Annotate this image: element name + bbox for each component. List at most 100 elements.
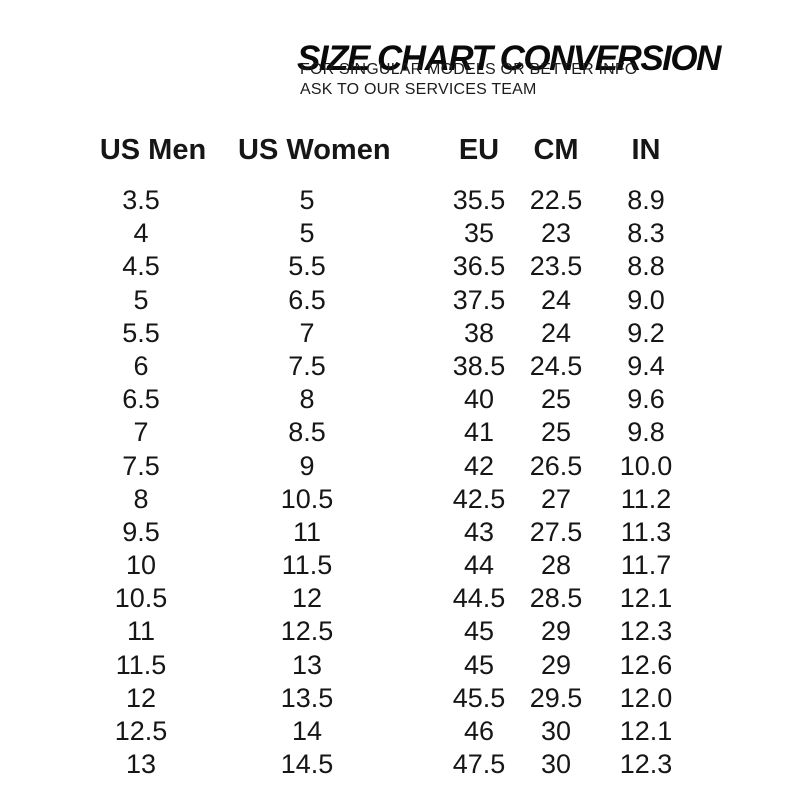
table-cell: 5 xyxy=(299,218,315,249)
table-cell: 46 xyxy=(463,716,495,746)
table-row: 8 10.5 42.5 27 11.2 xyxy=(0,483,800,516)
table-cell: 27 xyxy=(540,483,572,514)
table-cell: 5 xyxy=(299,185,315,215)
table-cell: 36.5 xyxy=(452,251,506,282)
table-row: 13 14.5 47.5 30 12.3 xyxy=(0,748,800,781)
table-cell: 47.5 xyxy=(452,749,506,780)
table-cell: 24 xyxy=(540,284,572,315)
table-cell: 45.5 xyxy=(452,682,506,713)
table-cell: 38.5 xyxy=(452,350,506,381)
size-table-body: 3.5 5 35.5 22.5 8.9 4 5 35 23 8.3 4.5 5.5 36.5 23.5 8.… xyxy=(0,184,800,781)
page-subtitle: FOR SINGULAR MODELS OR BETTER INFO ASK T… xyxy=(300,60,638,100)
table-cell: 30 xyxy=(540,749,572,780)
table-header-row: US Men US Women EU CM IN xyxy=(0,133,800,167)
table-cell: 6.5 xyxy=(288,284,326,315)
table-cell: 4.5 xyxy=(122,251,160,282)
table-cell: 27.5 xyxy=(529,516,583,547)
table-cell: 8.8 xyxy=(627,251,665,282)
table-cell: 22.5 xyxy=(529,185,583,215)
table-cell: 9.4 xyxy=(627,350,665,381)
table-cell: 26.5 xyxy=(529,450,583,481)
table-cell: 11.5 xyxy=(281,550,333,581)
table-row: 10 11.5 44 28 11.7 xyxy=(0,549,800,582)
table-cell: 8.5 xyxy=(288,417,326,448)
column-header-cm: CM xyxy=(533,134,579,166)
table-cell: 5.5 xyxy=(122,317,160,348)
table-cell: 28 xyxy=(540,550,572,581)
table-cell: 13.5 xyxy=(280,682,334,713)
table-cell: 23 xyxy=(540,218,572,249)
table-cell: 7 xyxy=(299,317,315,348)
table-cell: 37.5 xyxy=(452,284,506,315)
table-cell: 5.5 xyxy=(288,251,326,282)
table-row: 7.5 9 42 26.5 10.0 xyxy=(0,450,800,483)
table-cell: 12.5 xyxy=(280,616,334,647)
table-cell: 7.5 xyxy=(122,450,160,481)
table-row: 12 13.5 45.5 29.5 12.0 xyxy=(0,682,800,715)
column-header-eu: EU xyxy=(458,134,500,166)
table-cell: 44.5 xyxy=(452,583,506,614)
table-cell: 29.5 xyxy=(529,682,583,713)
table-cell: 6 xyxy=(133,350,149,381)
table-row: 4 5 35 23 8.3 xyxy=(0,217,800,250)
table-cell: 9.0 xyxy=(627,284,665,315)
table-row: 3.5 5 35.5 22.5 8.9 xyxy=(0,184,800,217)
table-cell: 11 xyxy=(126,616,156,647)
table-cell: 24.5 xyxy=(529,350,583,381)
table-row: 12.5 14 46 30 12.1 xyxy=(0,715,800,748)
table-row: 6 7.5 38.5 24.5 9.4 xyxy=(0,350,800,383)
table-cell: 14.5 xyxy=(280,749,334,780)
table-cell: 45 xyxy=(463,649,495,680)
table-cell: 12.3 xyxy=(619,749,673,780)
table-cell: 13 xyxy=(291,649,323,680)
table-cell: 7.5 xyxy=(288,350,326,381)
table-row: 10.5 12 44.5 28.5 12.1 xyxy=(0,582,800,615)
table-cell: 8.3 xyxy=(627,218,665,249)
table-cell: 12.1 xyxy=(619,583,673,614)
table-cell: 9.8 xyxy=(627,417,665,448)
table-cell: 24 xyxy=(540,317,572,348)
table-cell: 9.6 xyxy=(627,384,665,415)
table-cell: 5 xyxy=(133,284,149,315)
table-cell: 12.3 xyxy=(619,616,673,647)
subtitle-line-2: ASK TO OUR SERVICES TEAM xyxy=(300,81,537,98)
table-cell: 38 xyxy=(463,317,495,348)
table-row: 11 12.5 45 29 12.3 xyxy=(0,615,800,648)
table-cell: 11 xyxy=(292,516,322,547)
table-cell: 4 xyxy=(133,218,149,249)
table-cell: 7 xyxy=(133,417,149,448)
table-row: 6.5 8 40 25 9.6 xyxy=(0,383,800,416)
table-cell: 10.0 xyxy=(619,450,673,481)
table-row: 7 8.5 41 25 9.8 xyxy=(0,416,800,449)
table-cell: 6.5 xyxy=(122,384,160,415)
table-cell: 9 xyxy=(299,450,315,481)
table-cell: 43 xyxy=(463,516,495,547)
table-row: 9.5 11 43 27.5 11.3 xyxy=(0,516,800,549)
table-cell: 30 xyxy=(540,716,572,746)
column-header-in: IN xyxy=(631,134,661,166)
table-cell: 11.2 xyxy=(620,483,672,514)
table-cell: 13 xyxy=(125,749,157,780)
table-cell: 11.3 xyxy=(620,516,672,547)
table-cell: 8 xyxy=(133,483,149,514)
table-cell: 12.5 xyxy=(114,716,168,746)
table-cell: 12.6 xyxy=(619,649,673,680)
table-cell: 29 xyxy=(540,649,572,680)
table-cell: 12.0 xyxy=(619,682,673,713)
table-cell: 11.7 xyxy=(620,550,672,581)
table-cell: 14 xyxy=(291,716,323,746)
table-cell: 29 xyxy=(540,616,572,647)
table-cell: 8 xyxy=(299,384,315,415)
table-cell: 11.5 xyxy=(115,649,167,680)
table-cell: 12.1 xyxy=(619,716,673,746)
table-cell: 40 xyxy=(463,384,495,415)
table-cell: 45 xyxy=(463,616,495,647)
subtitle-line-1: FOR SINGULAR MODELS OR BETTER INFO xyxy=(300,61,638,78)
table-cell: 10.5 xyxy=(280,483,334,514)
table-cell: 10 xyxy=(125,550,157,581)
table-cell: 9.5 xyxy=(122,516,160,547)
table-cell: 44 xyxy=(463,550,495,581)
table-cell: 23.5 xyxy=(529,251,583,282)
column-header-us-men: US Men xyxy=(99,134,207,166)
table-cell: 42 xyxy=(463,450,495,481)
